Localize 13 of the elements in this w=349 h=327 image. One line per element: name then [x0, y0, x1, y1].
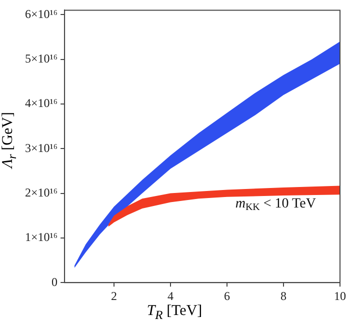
y-tick-label: 6×10¹⁶ [24, 6, 58, 21]
y-tick-label: 5×10¹⁶ [24, 51, 58, 66]
y-tick-label: 4×10¹⁶ [24, 96, 58, 110]
y-tick-label: 1×10¹⁶ [24, 230, 58, 244]
x-axis-title: T$_{R}$ [TeV] [146, 303, 204, 323]
x-tick-label: 2 [110, 288, 117, 303]
y-tick-label: 0 [52, 274, 58, 289]
x-tick-label: 6 [224, 288, 230, 303]
y-tick-label: 3×10¹⁶ [24, 140, 58, 155]
y-tick-label: 2×10¹⁶ [24, 185, 58, 200]
x-tick-label: 10 [334, 288, 346, 303]
x-tick-label: 4 [167, 288, 174, 303]
x-tick-label: 8 [280, 288, 286, 303]
